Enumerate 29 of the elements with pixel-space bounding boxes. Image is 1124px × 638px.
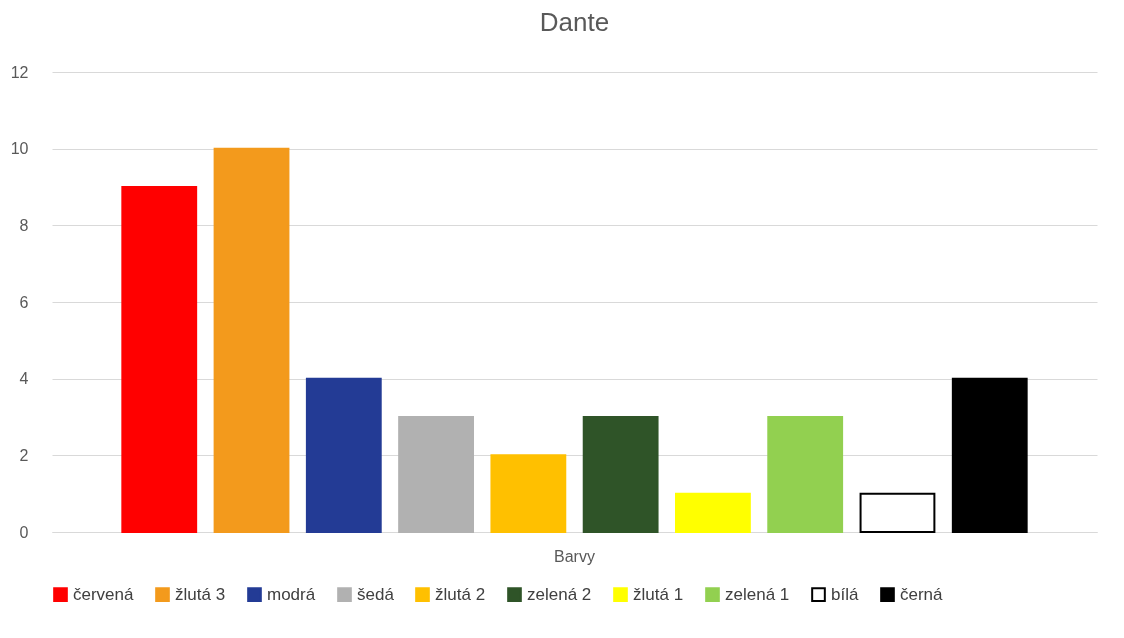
bar — [398, 416, 474, 533]
legend-label: šedá — [357, 584, 395, 604]
y-tick-label: 12 — [10, 63, 29, 81]
y-tick-label: 4 — [19, 370, 29, 388]
bar — [767, 416, 844, 533]
bar — [582, 416, 659, 533]
legend-label: modrá — [267, 584, 316, 604]
bar — [675, 492, 751, 533]
legend-label: žlutá 1 — [633, 584, 684, 604]
y-tick-label: 10 — [10, 140, 29, 158]
legend-label: žlutá 2 — [435, 584, 486, 604]
legend-label: zelená 1 — [725, 584, 790, 604]
legend-label: žlutá 3 — [175, 584, 226, 604]
bar — [951, 377, 1028, 533]
bar — [121, 186, 198, 533]
y-tick-label: 0 — [19, 523, 29, 541]
y-tick-label: 8 — [19, 216, 29, 234]
y-tick-label: 6 — [19, 293, 29, 311]
bar — [490, 454, 567, 533]
y-tick-label: 2 — [19, 446, 29, 464]
bar — [213, 147, 290, 533]
chart-title: Dante — [539, 7, 610, 37]
legend-label: černá — [900, 584, 944, 604]
bar — [305, 377, 382, 533]
legend-label: červená — [73, 584, 135, 604]
legend-label: zelená 2 — [527, 584, 592, 604]
bar — [859, 492, 936, 533]
x-tick-label: Barvy — [554, 547, 595, 565]
legend-label: bílá — [831, 584, 859, 604]
